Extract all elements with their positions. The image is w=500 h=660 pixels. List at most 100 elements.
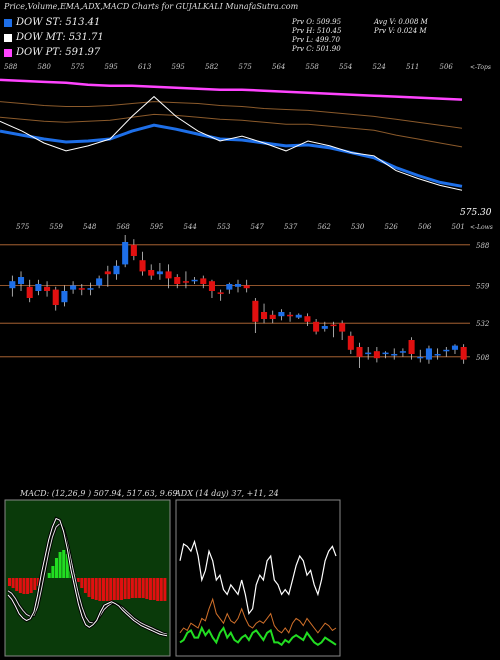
stat-prv-low: Prv L: 499.70 xyxy=(292,36,340,44)
candle-up xyxy=(17,277,25,284)
candle-down xyxy=(44,286,51,291)
macd-title: MACD: (12,26,9 ) 507.94, 517.63, 9.69 xyxy=(20,489,178,498)
candle-down xyxy=(78,288,85,290)
candle-down xyxy=(252,300,259,322)
ema-line-slow xyxy=(0,101,463,129)
macd-hist-neg xyxy=(145,578,149,599)
adx-minus-di-line xyxy=(179,597,337,634)
candle-down xyxy=(200,278,207,284)
ema-top-tick-label: 554 xyxy=(339,63,352,71)
macd-hist-pos xyxy=(47,573,51,578)
ema-top-tick-label: 506 xyxy=(440,63,454,71)
candle-up xyxy=(278,312,285,317)
macd-hist-neg xyxy=(22,578,26,594)
ema-bottom-tick-label: 506 xyxy=(418,223,432,231)
macd-hist-neg xyxy=(98,578,102,601)
ema-bottom-tick-label: 559 xyxy=(50,223,64,231)
macd-hist-neg xyxy=(130,578,134,598)
ema-tops-label: <-Tops xyxy=(470,64,491,71)
ema-top-tick-label: 558 xyxy=(306,63,320,71)
ema-bottom-tick-label: 568 xyxy=(117,223,131,231)
ema-bottom-tick-label: 547 xyxy=(251,223,265,231)
macd-hist-neg xyxy=(18,578,22,593)
ema-top-tick-label: 595 xyxy=(172,63,186,71)
dow-mt-line xyxy=(0,95,463,191)
macd-hist-neg xyxy=(8,578,12,586)
candle-up xyxy=(382,352,389,355)
macd-hist-neg xyxy=(91,578,95,599)
macd-hist-neg xyxy=(148,578,152,600)
candle-down xyxy=(243,285,250,289)
stat-avg-volume: Avg V: 0.008 M xyxy=(374,18,428,26)
ema-lows-label: <-Lows xyxy=(470,224,493,231)
candle-up xyxy=(191,279,198,282)
macd-hist-neg xyxy=(156,578,160,601)
adx-line xyxy=(179,539,337,616)
price-panel: 588 559 532 508 xyxy=(0,235,490,368)
macd-hist-pos xyxy=(62,550,66,578)
ema-bottom-tick-label: 553 xyxy=(217,223,231,231)
macd-hist-neg xyxy=(76,578,80,582)
candle-down xyxy=(165,271,172,279)
ema-line-mid xyxy=(0,113,463,148)
macd-line xyxy=(7,517,168,637)
macd-hist-neg xyxy=(26,578,30,594)
candle-down xyxy=(330,324,337,327)
candle-down xyxy=(287,314,294,317)
macd-hist-pos xyxy=(65,554,69,578)
macd-hist-neg xyxy=(134,578,138,598)
chart-title: Price,Volume,EMA,ADX,MACD Charts for GUJ… xyxy=(4,2,299,11)
macd-hist-pos xyxy=(51,566,55,578)
price-y-tick-label: 559 xyxy=(476,282,490,290)
candle-down xyxy=(208,281,215,291)
ema-bottom-tick-label: 562 xyxy=(318,223,332,231)
legend-swatch-mt xyxy=(4,33,12,42)
ema-top-tick-label: 582 xyxy=(205,63,219,71)
macd-hist-neg xyxy=(112,578,116,600)
macd-hist-neg xyxy=(138,578,142,598)
dow-pt-line xyxy=(0,78,463,101)
ema-last-price: 575.30 xyxy=(460,208,492,218)
candle-up xyxy=(35,284,42,291)
legend-label-st: DOW ST: 513.41 xyxy=(16,17,101,28)
ema-bottom-tick-label: 526 xyxy=(385,223,399,231)
macd-hist-neg xyxy=(152,578,156,600)
candle-down xyxy=(373,351,380,359)
candle-up xyxy=(156,271,163,275)
ema-panel: 588 580 575 595 613 595 582 575 564 558 554 524 511 5… xyxy=(0,63,493,231)
legend-swatch-pt xyxy=(4,48,12,57)
ema-top-tick-label: 595 xyxy=(105,63,119,71)
stat-prv-open: Prv O: 509.95 xyxy=(292,18,342,26)
candle-up xyxy=(87,288,94,290)
price-y-tick-label: 532 xyxy=(476,320,490,328)
ema-top-tick-label: 588 xyxy=(4,63,18,71)
macd-hist-neg xyxy=(87,578,91,597)
candle-up xyxy=(321,326,328,329)
candle-up xyxy=(443,349,450,352)
legend-dow-pt: DOW PT: 591.97 xyxy=(4,47,100,58)
candle-up xyxy=(122,242,129,265)
macd-hist-neg xyxy=(159,578,163,601)
candle-down xyxy=(174,277,181,284)
candle-down xyxy=(460,347,467,360)
candle-up xyxy=(434,354,441,356)
candle-down xyxy=(347,335,354,350)
macd-hist-neg xyxy=(120,578,124,600)
candle-down xyxy=(339,323,346,332)
candle-up xyxy=(391,354,398,356)
ema-bottom-tick-label: 575 xyxy=(16,223,30,231)
macd-hist-neg xyxy=(80,578,84,588)
ema-top-tick-label: 575 xyxy=(239,63,253,71)
ema-top-tick-label: 575 xyxy=(71,63,85,71)
macd-hist-neg xyxy=(83,578,87,593)
candle-up xyxy=(61,291,68,303)
candle-down xyxy=(408,340,415,354)
ema-bottom-tick-label: 537 xyxy=(284,223,298,231)
ema-bottom-tick-label: 530 xyxy=(351,223,365,231)
price-y-tick-label: 508 xyxy=(476,354,490,362)
macd-hist-neg xyxy=(127,578,131,599)
candle-up xyxy=(365,352,372,355)
legend-swatch-st xyxy=(4,18,12,27)
legend-dow-st: DOW ST: 513.41 xyxy=(4,17,100,28)
ema-top-tick-label: 613 xyxy=(138,63,152,71)
